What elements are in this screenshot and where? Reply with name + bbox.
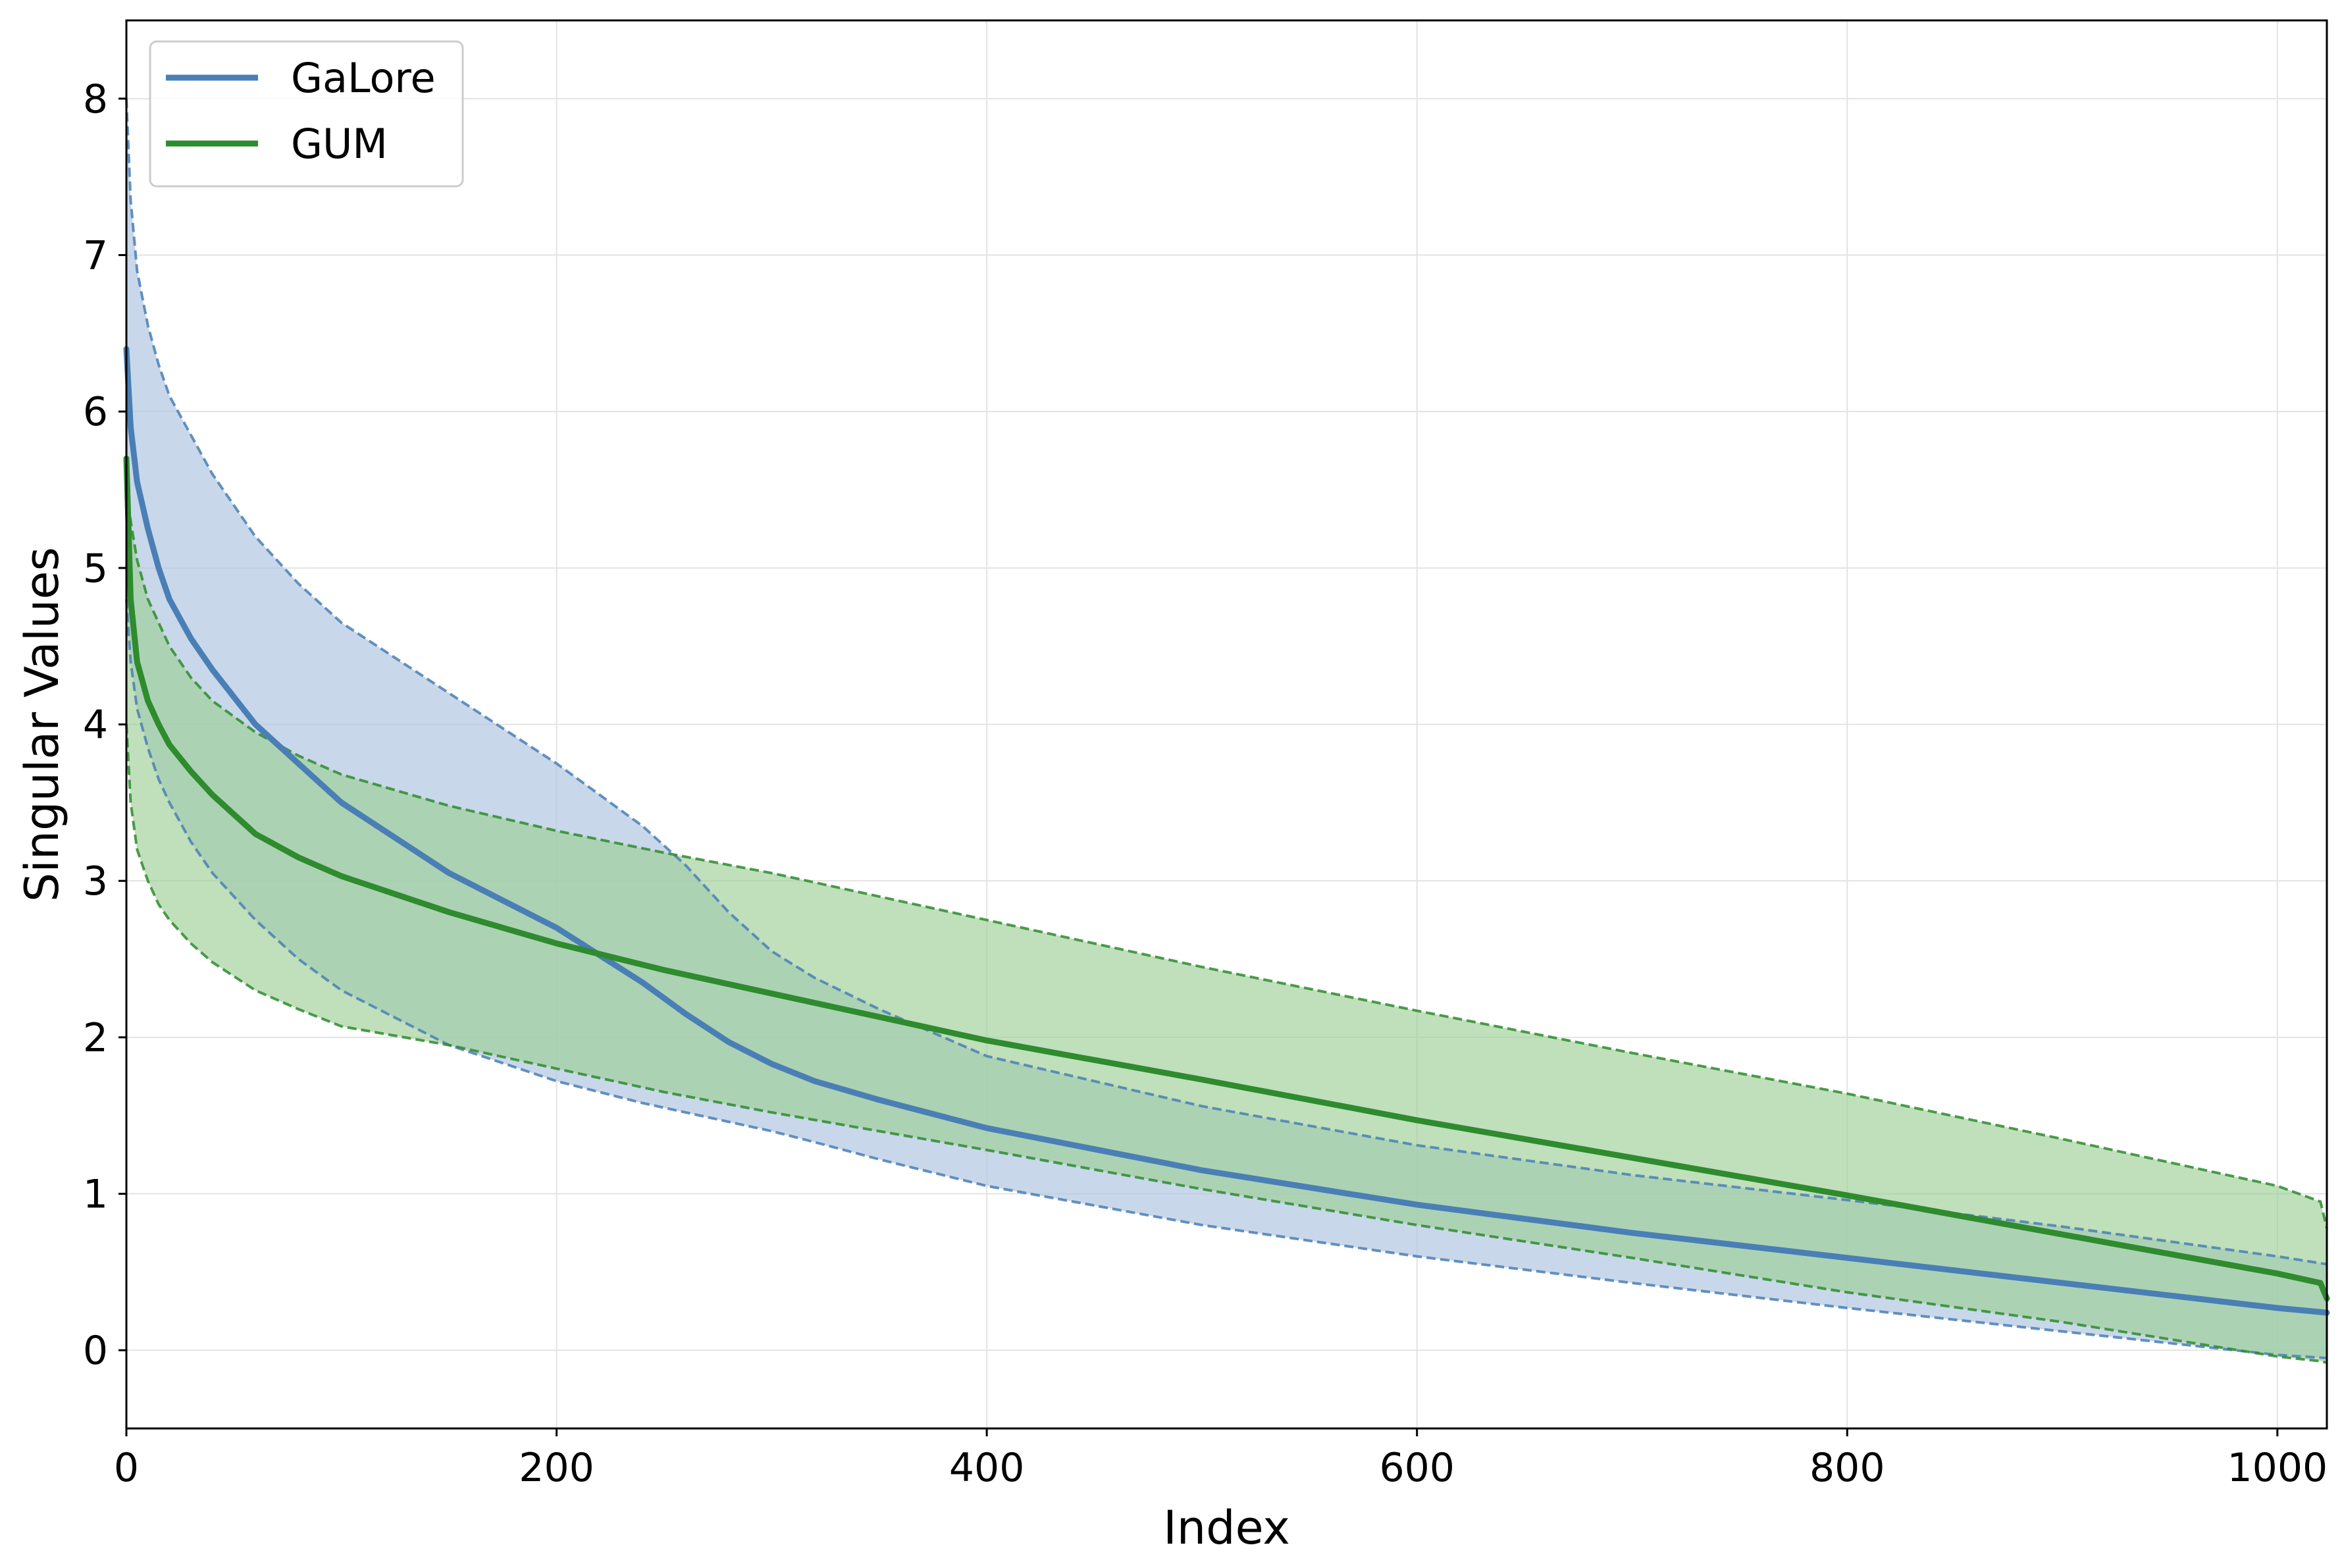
gum-band <box>126 490 2327 1363</box>
x-tick-label: 1000 <box>2227 1445 2328 1491</box>
x-tick-label: 600 <box>1379 1445 1455 1491</box>
y-tick-label: 2 <box>83 1015 108 1061</box>
legend: GaLore GUM <box>149 40 464 188</box>
gum-upper-bound-line <box>125 489 2328 1229</box>
y-tick-label: 0 <box>83 1328 108 1374</box>
galore-upper-bound-line <box>125 98 2328 1266</box>
galore-mean-line <box>123 346 2330 1316</box>
x-axis-label: Index <box>1163 1501 1290 1555</box>
y-tick-label: 7 <box>83 233 108 279</box>
y-tick-label: 4 <box>83 702 108 748</box>
gum-mean-line <box>123 456 2330 1302</box>
legend-label-gum: GUM <box>291 120 388 168</box>
x-tick-label: 200 <box>519 1445 594 1491</box>
legend-label-galore: GaLore <box>291 54 436 102</box>
x-tick-label: 800 <box>1809 1445 1885 1491</box>
y-axis-label: Singular Values <box>15 547 69 902</box>
y-tick-label: 6 <box>83 389 108 435</box>
y-tick-label: 1 <box>83 1172 108 1218</box>
galore-lower-bound-line <box>125 599 2328 1360</box>
confidence-bands <box>126 98 2327 1363</box>
y-tick-label: 5 <box>83 546 108 592</box>
gum-lower-bound-line <box>125 724 2328 1365</box>
x-tick-label: 400 <box>949 1445 1025 1491</box>
series-lines <box>123 98 2330 1365</box>
y-tick-label: 8 <box>83 76 108 122</box>
x-tick-label: 0 <box>114 1445 139 1491</box>
axis-ticks: 0 200 400 600 800 1000 0 1 2 3 4 5 6 7 8 <box>83 76 2328 1491</box>
y-tick-label: 3 <box>83 858 108 904</box>
